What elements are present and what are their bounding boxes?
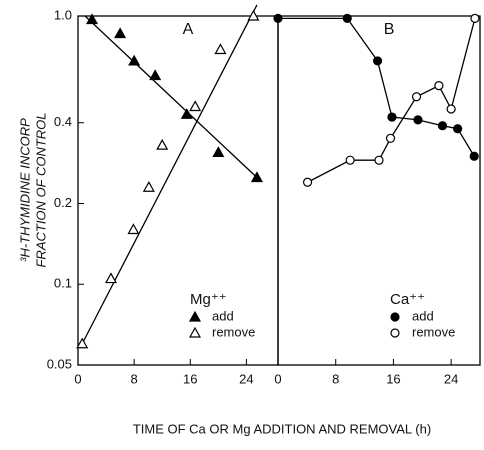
y-axis-label: ³H-THYMIDINE INCORP <box>17 118 32 262</box>
marker <box>189 100 202 112</box>
marker <box>114 27 127 39</box>
series-line <box>278 17 475 157</box>
marker <box>387 112 397 122</box>
marker <box>104 272 118 284</box>
marker <box>446 104 456 114</box>
marker <box>76 337 89 349</box>
x-tick-label: 16 <box>183 371 197 386</box>
x-tick-label: 0 <box>74 371 81 386</box>
marker <box>302 177 313 187</box>
marker <box>86 13 99 25</box>
legend-title: Mg⁺⁺ <box>190 291 227 308</box>
marker <box>411 92 422 102</box>
series-line <box>307 18 476 183</box>
legend-marker <box>188 326 202 338</box>
marker <box>345 155 355 165</box>
x-tick-label: 0 <box>274 371 281 386</box>
marker <box>247 9 260 21</box>
legend-label: add <box>412 308 434 323</box>
marker <box>372 56 383 66</box>
marker <box>470 13 480 23</box>
y-tick-label: 0.1 <box>54 276 72 291</box>
panel-label: B <box>384 21 395 38</box>
y-tick-label: 1.0 <box>54 7 72 22</box>
marker <box>342 13 352 23</box>
marker <box>212 146 225 158</box>
marker <box>250 171 263 183</box>
y-tick-label: 0.05 <box>47 356 72 371</box>
marker <box>413 115 423 125</box>
marker <box>149 69 162 81</box>
legend-marker <box>188 310 202 322</box>
marker <box>385 133 396 143</box>
y-tick-label: 0.4 <box>54 114 72 129</box>
marker <box>374 155 384 165</box>
marker <box>180 108 193 119</box>
y-axis-label: FRACTION OF CONTROL <box>33 112 48 267</box>
series-line <box>81 4 258 345</box>
x-tick-label: 8 <box>332 371 339 386</box>
legend-marker <box>390 312 400 322</box>
marker <box>434 81 444 91</box>
legend-label: remove <box>412 324 455 339</box>
marker <box>437 121 448 131</box>
marker <box>142 180 155 192</box>
legend-label: remove <box>212 324 255 339</box>
panel-frame <box>277 15 481 366</box>
x-tick-label: 16 <box>386 371 400 386</box>
x-tick-label: 8 <box>131 371 138 386</box>
y-tick-label: 0.2 <box>54 195 72 210</box>
marker <box>127 223 140 235</box>
x-tick-label: 24 <box>444 371 458 386</box>
panel-label: A <box>183 21 194 38</box>
legend-label: add <box>212 308 234 323</box>
legend-title: Ca⁺⁺ <box>390 291 425 308</box>
panel-frame <box>77 15 279 366</box>
x-axis-label: TIME OF Ca OR Mg ADDITION AND REMOVAL (h… <box>133 421 431 436</box>
marker <box>453 124 463 134</box>
legend-marker <box>390 328 400 338</box>
marker <box>214 43 227 55</box>
marker <box>156 138 169 150</box>
x-tick-label: 24 <box>239 371 253 386</box>
marker <box>128 54 141 66</box>
series-line <box>84 15 258 178</box>
marker <box>469 151 479 161</box>
marker <box>273 13 283 23</box>
